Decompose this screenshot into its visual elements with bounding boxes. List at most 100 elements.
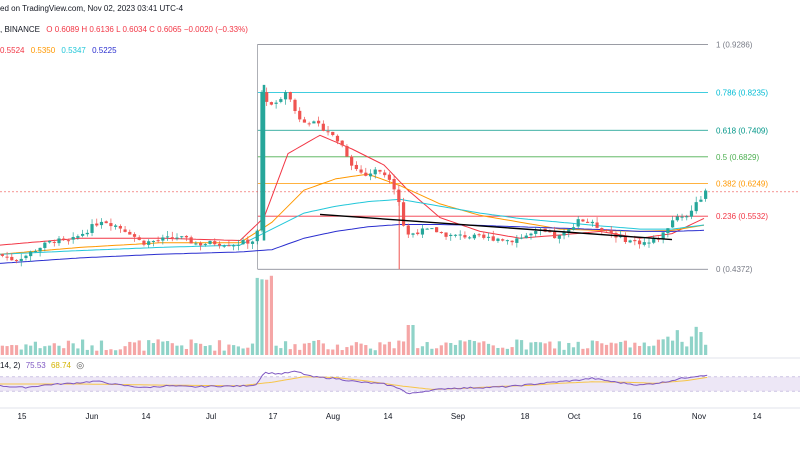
volume-bar xyxy=(175,345,179,355)
volume-bar xyxy=(147,340,151,355)
volume-bar xyxy=(137,340,141,355)
candle-body xyxy=(66,240,71,242)
candle-body xyxy=(246,239,250,244)
candle-body xyxy=(689,210,694,217)
volume-bar xyxy=(387,341,391,355)
candle-body xyxy=(425,228,429,230)
candle-body xyxy=(406,225,410,235)
volume-bar xyxy=(151,343,155,355)
volume-bar xyxy=(298,349,302,355)
candle-body xyxy=(359,169,363,173)
candle-body xyxy=(524,235,528,239)
volume-bar xyxy=(170,343,174,355)
volume-bar xyxy=(227,344,231,355)
ma-red-value: 0.5524 xyxy=(0,46,25,55)
volume-bar xyxy=(180,345,184,355)
volume-bar xyxy=(675,330,679,355)
candle-body xyxy=(283,92,288,100)
candle-body xyxy=(472,234,476,239)
ma-line-red xyxy=(0,134,705,246)
volume-bar xyxy=(468,339,472,355)
candle-body xyxy=(435,227,439,233)
candle-body xyxy=(430,228,434,230)
volume-bar xyxy=(241,348,245,355)
volume-bar xyxy=(199,343,203,355)
eye-icon[interactable]: ◎ xyxy=(76,360,85,370)
volume-bar xyxy=(548,341,552,355)
candle-body xyxy=(38,247,42,252)
volume-bar xyxy=(33,341,37,355)
candle-body xyxy=(156,240,160,242)
volume-bar xyxy=(614,343,618,355)
volume-bar xyxy=(581,348,585,355)
volume-bar xyxy=(66,340,71,355)
volume-bar xyxy=(52,343,56,355)
x-tick-label: 14 xyxy=(753,412,762,421)
volume-bar xyxy=(85,349,89,355)
candle-body xyxy=(307,123,311,125)
candle-body xyxy=(165,236,170,238)
volume-bar xyxy=(510,347,514,355)
volume-bar xyxy=(392,348,396,355)
x-tick-label: Jun xyxy=(86,412,99,421)
candle-body xyxy=(557,235,561,239)
candle-body xyxy=(265,92,269,102)
candle-body xyxy=(652,238,656,243)
candle-body xyxy=(241,239,245,245)
volume-bar xyxy=(269,275,273,355)
candle-body xyxy=(468,237,472,239)
candle-body xyxy=(534,231,538,234)
volume-bar xyxy=(595,341,599,355)
volume-bar xyxy=(208,345,212,355)
volume-bar xyxy=(704,344,708,355)
candle-body xyxy=(109,223,113,227)
x-tick-label: Oct xyxy=(568,412,581,421)
candle-body xyxy=(699,199,703,202)
candle-body xyxy=(331,131,335,136)
volume-bar xyxy=(189,339,193,355)
candle-body xyxy=(298,110,302,120)
volume-bar xyxy=(538,342,543,355)
candle-body xyxy=(0,254,4,256)
volume-bar xyxy=(118,349,122,355)
exchange-label: , BINANCE xyxy=(0,25,41,34)
candle-body xyxy=(14,259,19,261)
volume-bar xyxy=(213,350,217,355)
volume-bar xyxy=(81,339,85,355)
volume-bar xyxy=(232,345,236,355)
candle-body xyxy=(642,242,646,245)
volume-bar xyxy=(430,348,434,355)
ma-legend: 0.5524 0.5350 0.5347 0.5225 xyxy=(0,46,121,55)
candle-body xyxy=(189,237,193,244)
rsi-params: 14, 2) xyxy=(0,361,21,370)
rsi-value: 75.53 xyxy=(25,361,46,370)
ma-line-cyan xyxy=(0,198,705,255)
volume-bar xyxy=(43,346,47,355)
volume-bar xyxy=(671,340,675,355)
volume-bar xyxy=(529,342,533,355)
volume-bar xyxy=(194,343,198,355)
volume-bar xyxy=(203,345,207,355)
rsi-line xyxy=(0,370,708,395)
volume-bar xyxy=(128,341,132,355)
volume-bar xyxy=(0,345,4,355)
volume-bar xyxy=(326,349,330,355)
candle-body xyxy=(142,240,146,245)
candle-body xyxy=(496,238,500,241)
volume-bar xyxy=(165,341,170,355)
candle-body xyxy=(510,240,514,243)
volume-bar xyxy=(501,347,505,355)
x-tick-label: Sep xyxy=(451,412,466,421)
candle-body xyxy=(340,140,344,146)
volume-bar xyxy=(62,348,66,355)
candle-body xyxy=(81,233,85,236)
volume-bar xyxy=(114,350,118,355)
candle-body xyxy=(217,243,222,246)
ma-line-orange xyxy=(0,173,705,255)
volume-bar xyxy=(637,345,642,355)
candle-body xyxy=(368,173,373,177)
x-tick-label: Nov xyxy=(692,412,706,421)
candle-body xyxy=(463,235,467,238)
volume-bar xyxy=(496,347,500,355)
